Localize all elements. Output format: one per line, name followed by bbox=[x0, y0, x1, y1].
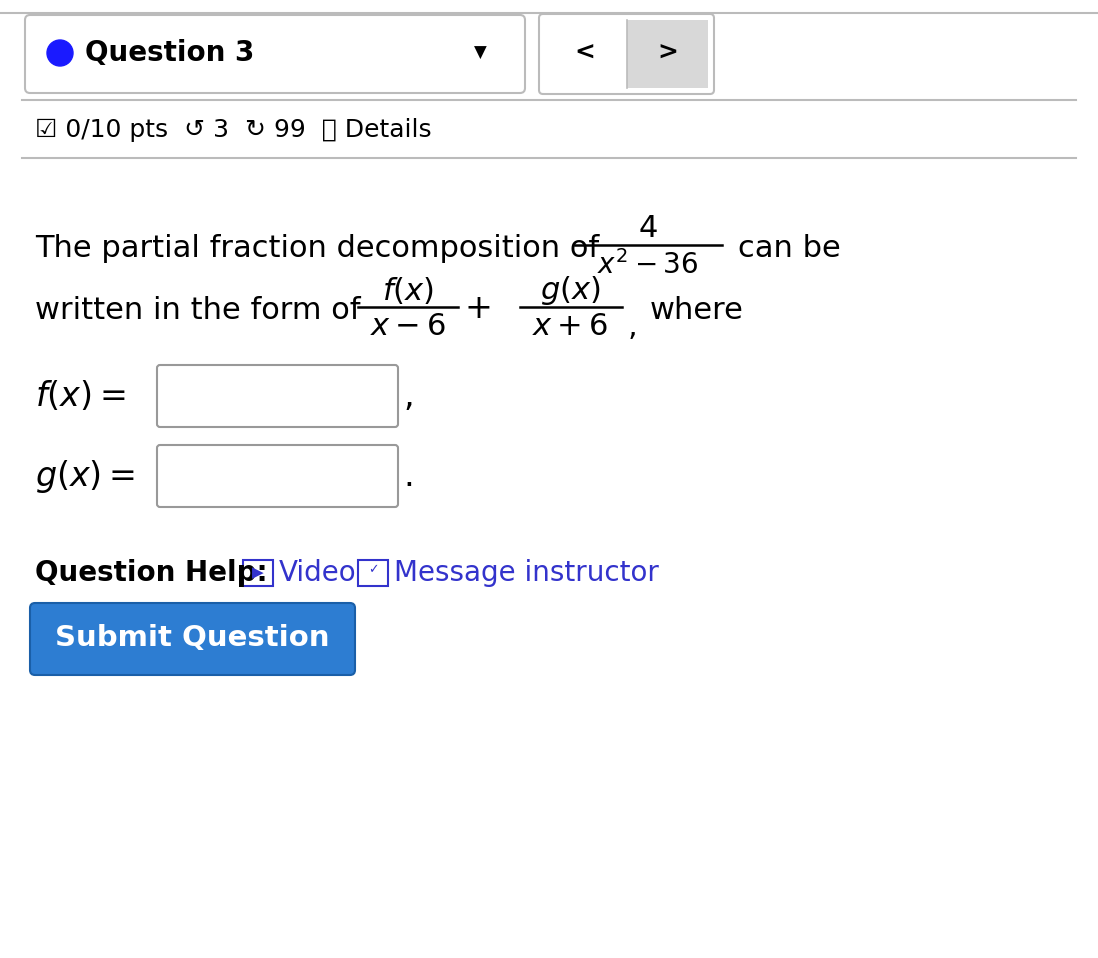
Text: $g(x) =$: $g(x) =$ bbox=[35, 458, 135, 494]
FancyBboxPatch shape bbox=[157, 365, 397, 427]
FancyBboxPatch shape bbox=[30, 603, 355, 675]
Text: ,: , bbox=[403, 379, 414, 413]
Bar bbox=[627, 20, 708, 88]
Text: ,: , bbox=[628, 311, 638, 340]
Text: >: > bbox=[658, 41, 679, 65]
Text: .: . bbox=[403, 460, 414, 492]
Text: Message instructor: Message instructor bbox=[394, 559, 659, 587]
Text: $x + 6$: $x + 6$ bbox=[533, 311, 608, 340]
Text: 4: 4 bbox=[638, 214, 658, 242]
Text: can be: can be bbox=[738, 234, 841, 262]
Bar bbox=[358, 560, 388, 586]
FancyBboxPatch shape bbox=[157, 445, 397, 507]
Text: $x^2 - 36$: $x^2 - 36$ bbox=[597, 250, 698, 280]
Text: ☑ 0/10 pts  ↺ 3  ↻ 99  ⓘ Details: ☑ 0/10 pts ↺ 3 ↻ 99 ⓘ Details bbox=[35, 118, 432, 142]
Circle shape bbox=[47, 40, 72, 66]
FancyBboxPatch shape bbox=[25, 15, 525, 93]
Text: +: + bbox=[464, 291, 492, 325]
Text: $f(x) =$: $f(x) =$ bbox=[35, 379, 125, 413]
Text: ✓: ✓ bbox=[368, 563, 378, 577]
Text: Question Help:: Question Help: bbox=[35, 559, 268, 587]
Text: Video: Video bbox=[279, 559, 357, 587]
Bar bbox=[243, 560, 273, 586]
Text: where: where bbox=[650, 295, 743, 325]
Text: Question 3: Question 3 bbox=[85, 39, 255, 67]
Text: $f(x)$: $f(x)$ bbox=[382, 275, 434, 306]
Text: written in the form of: written in the form of bbox=[35, 295, 360, 325]
FancyBboxPatch shape bbox=[539, 14, 714, 94]
Text: ▼: ▼ bbox=[473, 44, 486, 62]
Text: ▶: ▶ bbox=[253, 565, 264, 581]
Text: $x - 6$: $x - 6$ bbox=[370, 311, 446, 340]
Text: Submit Question: Submit Question bbox=[55, 624, 329, 652]
Text: <: < bbox=[574, 41, 595, 65]
Text: The partial fraction decomposition of: The partial fraction decomposition of bbox=[35, 234, 600, 262]
Text: $g(x)$: $g(x)$ bbox=[540, 273, 601, 307]
